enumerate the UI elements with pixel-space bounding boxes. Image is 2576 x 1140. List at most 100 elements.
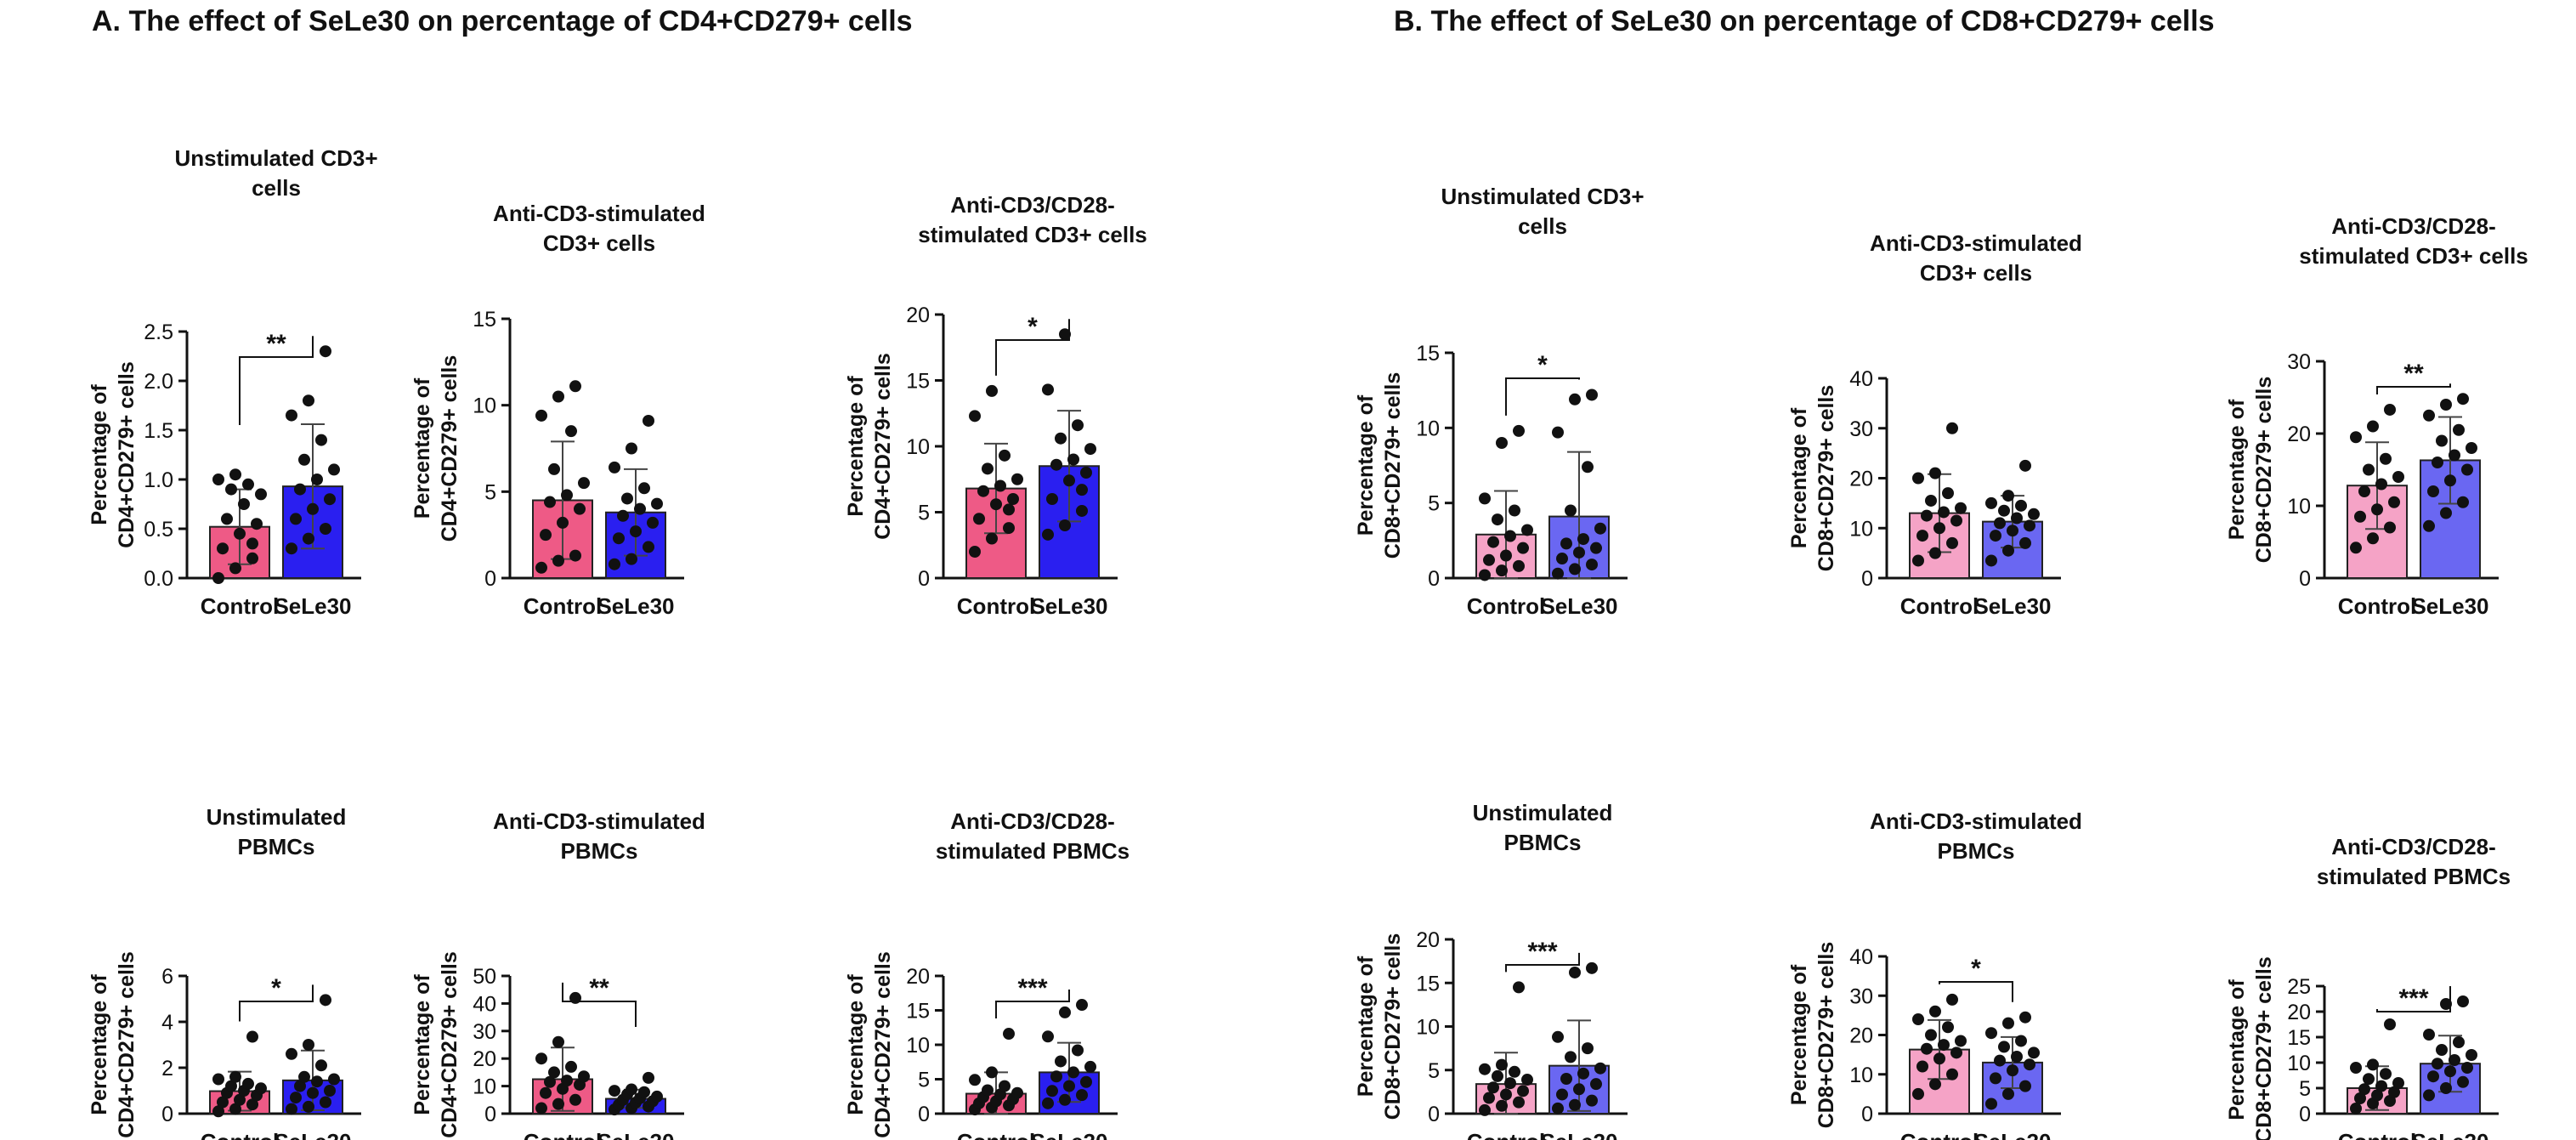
data-point — [609, 558, 620, 570]
data-point — [1912, 1087, 1924, 1100]
data-point — [1938, 506, 1950, 519]
y-axis-label: Percentage of CD8+CD279+ cells — [1354, 933, 1405, 1120]
data-point — [1985, 554, 1997, 567]
data-point — [982, 462, 994, 475]
data-point — [229, 468, 241, 481]
y-axis-label-line: CD4+CD279+ cells — [438, 355, 461, 542]
y-tick-label: 0 — [484, 567, 496, 591]
y-axis-label: Percentage of CD4+CD279+ cells — [410, 951, 461, 1138]
data-point — [2384, 403, 2396, 416]
data-point — [1998, 1041, 2010, 1053]
data-point — [1916, 530, 1928, 542]
data-point — [1072, 419, 1084, 432]
data-point — [1063, 474, 1075, 487]
data-point — [303, 1100, 314, 1113]
significance-bracket — [562, 982, 637, 1027]
y-axis-label-line: CD8+CD279+ cells — [1815, 942, 1838, 1129]
data-point — [2423, 1029, 2435, 1041]
y-tick-label: 1.5 — [144, 419, 173, 443]
data-point — [1921, 509, 1933, 522]
data-point — [1046, 493, 1058, 505]
y-axis-label-line: Percentage of — [2225, 979, 2249, 1120]
chart-title-line: stimulated CD3+ cells — [918, 222, 1147, 247]
data-point — [1942, 487, 1954, 500]
significance-bracket — [2376, 986, 2451, 1012]
significance-label: * — [1971, 955, 1981, 983]
data-point — [1985, 1097, 1997, 1110]
significance-bracket — [995, 990, 1070, 1019]
data-point — [2363, 1073, 2375, 1086]
data-point — [234, 527, 246, 540]
data-point — [982, 1084, 994, 1097]
data-point — [1007, 493, 1019, 505]
data-point — [2375, 1080, 2387, 1092]
chart-title-line: Anti-CD3/CD28- — [2331, 213, 2496, 239]
y-tick-label: 15 — [2287, 1026, 2311, 1050]
data-point — [986, 532, 998, 545]
data-point — [294, 1080, 306, 1092]
y-axis-label: Percentage of CD4+CD279+ cells — [88, 951, 139, 1138]
data-point — [1552, 426, 1564, 439]
y-tick-label: 15 — [1416, 342, 1440, 366]
data-point — [1504, 530, 1516, 542]
chart-8: Anti-CD3-stimulated CD3+ cells Percentage … — [1787, 230, 2082, 619]
y-tick-label: 10 — [906, 1034, 930, 1058]
data-point — [286, 542, 297, 555]
panel-b-title: B. The effect of SeLe30 on percentage of… — [1394, 5, 2215, 37]
data-point — [1487, 1081, 1499, 1094]
chart-title-line: Unstimulated — [1473, 800, 1613, 825]
data-point — [561, 1075, 573, 1087]
y-axis-label-line: Percentage of — [2225, 399, 2249, 540]
data-point — [1076, 999, 1088, 1012]
data-point — [1483, 1092, 1495, 1104]
data-point — [2011, 1050, 2023, 1063]
data-point — [1912, 472, 1924, 485]
significance-label: ** — [2403, 360, 2424, 388]
data-point — [238, 498, 250, 510]
y-tick-label: 0 — [2299, 1103, 2311, 1126]
y-tick-label: 6 — [161, 965, 173, 989]
data-point — [1003, 1028, 1015, 1041]
data-point — [2002, 490, 2014, 502]
data-point — [569, 1093, 581, 1106]
data-point — [328, 1073, 340, 1086]
data-point — [1003, 503, 1015, 516]
data-point — [1492, 1069, 1503, 1082]
data-point — [2380, 1068, 2392, 1080]
data-point — [2457, 1075, 2469, 1088]
y-tick-label: 5 — [2299, 1077, 2311, 1101]
data-point — [1950, 514, 1962, 527]
data-point — [609, 461, 620, 474]
data-point — [2440, 998, 2452, 1010]
data-point — [2024, 519, 2035, 532]
data-point — [1059, 1093, 1071, 1106]
data-point — [2449, 449, 2460, 462]
x-tick-label: SeLe30 — [274, 593, 351, 619]
data-point — [2024, 1058, 2035, 1071]
data-point — [535, 1052, 547, 1065]
data-point — [565, 1060, 577, 1073]
y-axis-label: Percentage of CD4+CD279+ cells — [844, 353, 895, 540]
data-point — [1586, 961, 1598, 974]
data-point — [1509, 504, 1520, 517]
data-point — [2354, 510, 2366, 523]
data-point — [1050, 458, 1062, 471]
data-point — [626, 553, 637, 565]
data-point — [320, 345, 331, 358]
data-point — [2028, 1046, 2040, 1059]
data-point — [578, 477, 590, 490]
data-point — [990, 498, 1002, 511]
y-axis-label-line: Percentage of — [410, 377, 434, 519]
data-point — [986, 1066, 998, 1079]
significance-label: ** — [589, 974, 609, 1002]
data-point — [1929, 1005, 1941, 1018]
data-point — [2019, 459, 2031, 472]
data-point — [1483, 553, 1495, 566]
y-tick-label: 20 — [1849, 468, 1873, 491]
data-point — [2423, 409, 2435, 422]
y-tick-label: 15 — [906, 370, 930, 394]
y-axis-label: Percentage of CD8+CD279+ cells — [1787, 385, 1838, 572]
significance-label: ** — [266, 330, 286, 358]
y-tick-label: 25 — [2287, 975, 2311, 999]
data-point — [1925, 1029, 1937, 1041]
